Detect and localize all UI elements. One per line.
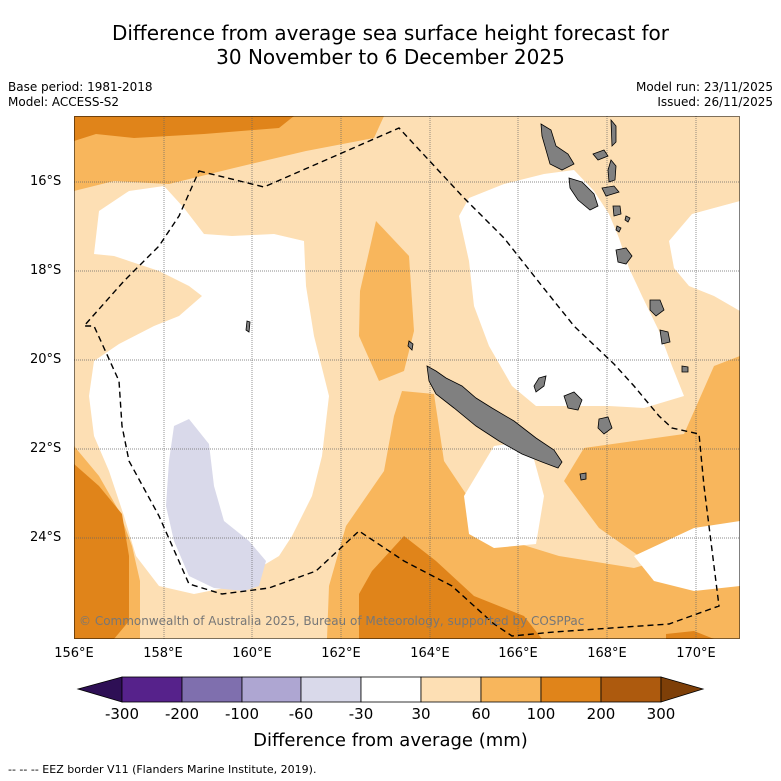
band-100-200-left: [74, 464, 129, 639]
band-60-100-center: [359, 221, 414, 381]
colorbar-seg-7: [480, 676, 542, 703]
band-100-200-top: [74, 116, 294, 141]
colorbar-extend-high: [660, 676, 705, 703]
lon-label-164e: 164°E: [410, 646, 450, 661]
band-neutral-south: [464, 441, 544, 548]
copyright-text: © Commonwealth of Australia 2025, Bureau…: [79, 614, 585, 628]
lon-label-160e: 160°E: [232, 646, 272, 661]
land-vanuatu-malekula: [568, 177, 599, 211]
lon-label-162e: 162°E: [321, 646, 361, 661]
colorbar-seg-9: [600, 676, 662, 703]
lon-label-166e: 166°E: [498, 646, 538, 661]
colorbar-seg-1: [121, 676, 183, 703]
band-neutral-east: [669, 201, 740, 311]
land-vanuatu-erromango: [649, 299, 665, 317]
land-vanuatu-ambrym: [601, 185, 620, 197]
land-new-caledonia: [426, 365, 563, 469]
land-vanuatu-epi: [612, 205, 622, 217]
land-vanuatu-maewo: [610, 118, 617, 147]
colorbar-tick-neg200: -200: [164, 705, 200, 723]
colorbar-seg-2: [181, 676, 243, 703]
colorbar-tick-neg300: -300: [104, 705, 140, 723]
band-neutral-center: [459, 170, 684, 408]
colorbar-tick-60: 60: [471, 705, 491, 723]
land-chesterfield: [245, 320, 251, 333]
land-vanuatu-santo: [540, 123, 575, 171]
land-vanuatu-efate: [615, 247, 633, 265]
colorbar-seg-5: [360, 676, 422, 703]
model-text: Model: ACCESS-S2: [8, 95, 120, 109]
colorbar-extend-low: [76, 676, 123, 703]
lon-label-168e: 168°E: [587, 646, 627, 661]
metadata-left: Base period: 1981-2018 Model: ACCESS-S2: [8, 80, 153, 110]
band-100-200-se: [666, 631, 714, 639]
lat-label-18s: 18°S: [30, 263, 62, 278]
land-vanuatu-ambae: [592, 149, 609, 161]
land-loyalty-mare: [597, 416, 613, 435]
colorbar-tick-neg30: -30: [348, 705, 374, 723]
chart-title-line2: 30 November to 6 December 2025: [216, 45, 565, 69]
land-loyalty-lifou: [563, 391, 583, 411]
land-vanuatu-aneityum: [681, 365, 689, 373]
colorbar-seg-8: [540, 676, 602, 703]
colorbar-seg-4: [300, 676, 362, 703]
colorbar-seg-3: [241, 676, 302, 703]
chart-title-line1: Difference from average sea surface heig…: [111, 21, 670, 45]
band-neutral-west: [89, 186, 329, 594]
colorbar-seg-6: [420, 676, 482, 703]
graticule: [74, 116, 740, 639]
base-period-text: Base period: 1981-2018: [8, 80, 153, 94]
colorbar-tick-300: 300: [646, 705, 676, 723]
lon-label-170e: 170°E: [676, 646, 716, 661]
lon-label-156e: 156°E: [54, 646, 94, 661]
eez-footnote: -- -- -- EEZ border V11 (Flanders Marine…: [8, 763, 317, 776]
colorbar-label: Difference from average (mm): [253, 730, 528, 751]
lon-label-158e: 158°E: [143, 646, 183, 661]
colorbar-tick-200: 200: [586, 705, 616, 723]
sea-level-map: [74, 116, 740, 639]
colorbar-tick-100: 100: [526, 705, 556, 723]
issued-text: Issued: 26/11/2025: [657, 95, 773, 109]
band-negative-lavender: [166, 419, 266, 591]
land-vanuatu-tanna: [659, 329, 671, 345]
colorbar: [76, 676, 705, 703]
land-loyalty-ouvea: [533, 375, 547, 393]
band-neutral-spot: [704, 548, 729, 573]
land-vanuatu-small-2: [624, 215, 631, 223]
land-vanuatu-pentecost: [607, 159, 617, 183]
lat-label-24s: 24°S: [30, 530, 62, 545]
band-neutral-se: [634, 521, 740, 591]
model-run-text: Model run: 23/11/2025: [635, 80, 773, 94]
lat-label-22s: 22°S: [30, 441, 62, 456]
land-belep: [407, 340, 414, 351]
colorbar-tick-neg60: -60: [288, 705, 314, 723]
lat-label-20s: 20°S: [30, 352, 62, 367]
land-vanuatu-small-1: [615, 225, 622, 233]
lat-label-16s: 16°S: [30, 174, 62, 189]
eez-border: [82, 127, 720, 637]
metadata-right: Model run: 23/11/2025 Issued: 26/11/2025: [636, 80, 773, 110]
colorbar-tick-neg100: -100: [224, 705, 260, 723]
colorbar-tick-30: 30: [411, 705, 431, 723]
land-walpole: [579, 472, 587, 481]
